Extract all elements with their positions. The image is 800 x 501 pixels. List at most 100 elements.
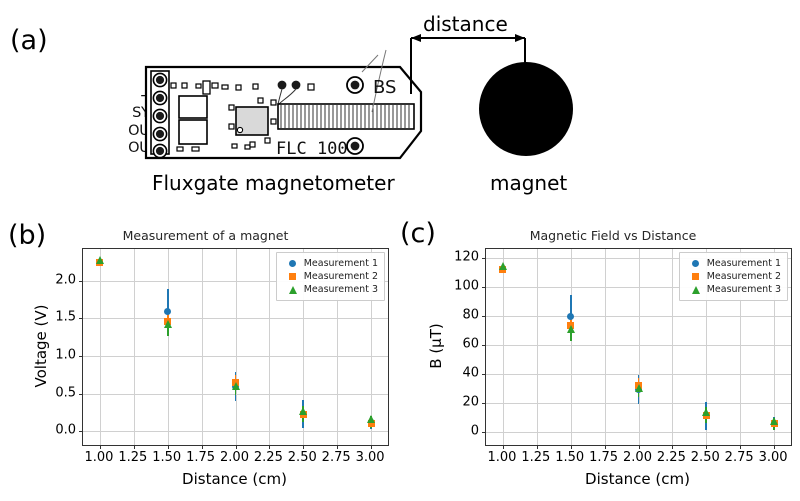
x-axis-title: Distance (cm) — [585, 470, 690, 488]
x-tick-label: 2.75 — [321, 450, 351, 465]
legend-item[interactable]: Measurement 3 — [685, 283, 781, 296]
data-point — [164, 308, 172, 316]
x-tick-label: 1.50 — [555, 450, 585, 465]
gridline-horizontal — [486, 286, 791, 288]
x-tick-label: 1.75 — [589, 450, 619, 465]
gridline-horizontal — [83, 356, 388, 358]
gridline-vertical — [167, 249, 169, 445]
legend-item[interactable]: Measurement 3 — [282, 283, 378, 296]
y-axis-title: Voltage (V) — [32, 304, 50, 388]
x-tick — [706, 445, 708, 449]
y-tick — [79, 431, 83, 433]
gridline-vertical — [672, 249, 674, 445]
legend-marker-triangle-icon — [282, 283, 304, 296]
legend-marker-square-icon — [282, 270, 304, 283]
gridline-vertical — [570, 249, 572, 445]
gridline-vertical — [774, 249, 776, 445]
y-tick-label: 1.5 — [55, 309, 76, 325]
x-tick-label: 1.75 — [186, 450, 216, 465]
magnet-shape — [479, 62, 573, 156]
x-tick — [303, 445, 305, 449]
y-axis-title: B (μT) — [427, 323, 445, 369]
chart-legend[interactable]: Measurement 1 Measurement 2 Measurement 3 — [275, 252, 385, 301]
y-tick-label: 1.0 — [55, 347, 76, 363]
y-tick-label: 100 — [454, 278, 479, 294]
x-tick-label: 3.00 — [355, 450, 385, 465]
x-axis-title: Distance (cm) — [182, 470, 287, 488]
x-tick — [235, 445, 237, 449]
y-tick-label: 60 — [462, 336, 479, 352]
data-point — [634, 384, 643, 393]
data-point — [95, 255, 104, 264]
x-tick — [638, 445, 640, 449]
y-tick-label: 2.0 — [55, 272, 76, 288]
gridline-horizontal — [83, 431, 388, 433]
data-point — [367, 415, 376, 424]
legend-label: Measurement 3 — [706, 284, 781, 295]
x-tick-label: 2.25 — [656, 450, 686, 465]
data-point — [231, 382, 240, 391]
arrow-head-left — [411, 34, 421, 42]
panel-label-a: (a) — [10, 25, 48, 56]
x-tick-label: 2.50 — [287, 450, 317, 465]
gridline-vertical — [536, 249, 538, 445]
y-tick-label: 80 — [462, 307, 479, 323]
x-tick-label: 1.25 — [118, 450, 148, 465]
y-tick — [79, 280, 83, 282]
gridline-vertical — [371, 249, 373, 445]
y-tick — [482, 373, 486, 375]
x-tick — [502, 445, 504, 449]
x-tick — [371, 445, 373, 449]
pcb-part-label: FLC 100 — [276, 139, 348, 159]
legend-marker-square-icon — [685, 270, 707, 283]
legend-item[interactable]: Measurement 1 — [685, 257, 781, 270]
gridline-horizontal — [486, 257, 791, 259]
panel-label-b: (b) — [8, 220, 47, 251]
x-tick-label: 2.75 — [724, 450, 754, 465]
data-point — [702, 408, 711, 417]
legend-item[interactable]: Measurement 1 — [282, 257, 378, 270]
data-point — [566, 325, 575, 334]
x-tick — [201, 445, 203, 449]
legend-label: Measurement 3 — [303, 284, 378, 295]
panel-label-c: (c) — [400, 218, 436, 249]
x-tick — [672, 445, 674, 449]
chart-legend[interactable]: Measurement 1 Measurement 2 Measurement 3 — [678, 252, 788, 301]
legend-label: Measurement 1 — [303, 258, 378, 269]
x-tick-label: 3.00 — [758, 450, 788, 465]
legend-marker-circle-icon — [282, 257, 304, 270]
arrow-head-right — [515, 34, 525, 42]
gridline-horizontal — [83, 280, 388, 282]
gridline-vertical — [303, 249, 305, 445]
legend-label: Measurement 2 — [706, 271, 781, 282]
gridline-vertical — [201, 249, 203, 445]
legend-item[interactable]: Measurement 2 — [685, 270, 781, 283]
x-tick — [269, 445, 271, 449]
y-tick — [79, 356, 83, 358]
gridline-vertical — [502, 249, 504, 445]
y-tick — [482, 286, 486, 288]
data-point — [163, 320, 172, 329]
x-tick-label: 1.00 — [487, 450, 517, 465]
y-tick — [482, 315, 486, 317]
gridline-vertical — [604, 249, 606, 445]
legend-marker-circle-icon — [685, 257, 707, 270]
y-tick — [79, 393, 83, 395]
data-point — [299, 407, 308, 416]
x-tick-label: 1.00 — [84, 450, 114, 465]
x-tick — [99, 445, 101, 449]
pcb-corner-label: BS — [373, 77, 396, 98]
y-tick-label: 40 — [462, 365, 479, 381]
legend-marker-triangle-icon — [685, 283, 707, 296]
x-tick — [133, 445, 135, 449]
chart-field-vs-distance: Magnetic Field vs Distance Measurement 1… — [415, 228, 793, 496]
chart-c-title: Magnetic Field vs Distance — [529, 228, 697, 243]
fluxgate-caption: Fluxgate magnetometer — [152, 171, 395, 195]
x-tick — [774, 445, 776, 449]
panel-a-drawing: FLC 100 BS — [144, 34, 526, 160]
gridline-vertical — [269, 249, 271, 445]
x-tick — [536, 445, 538, 449]
y-tick — [482, 257, 486, 259]
gridline-vertical — [638, 249, 640, 445]
legend-item[interactable]: Measurement 2 — [282, 270, 378, 283]
